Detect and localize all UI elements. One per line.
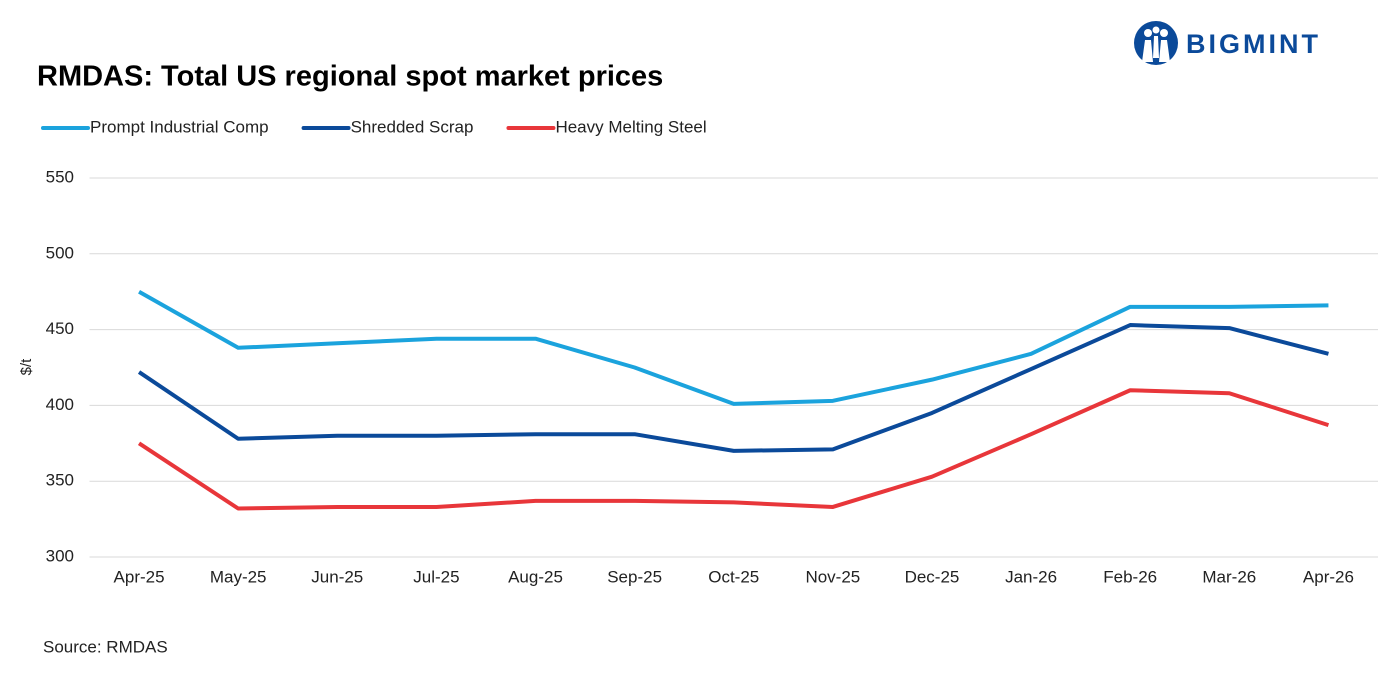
x-tick-label: May-25 bbox=[210, 567, 267, 586]
series-line bbox=[137, 388, 1330, 511]
x-tick-label: Aug-25 bbox=[508, 567, 563, 586]
x-tick-label: Oct-25 bbox=[708, 567, 759, 586]
chart-title: RMDAS: Total US regional spot market pri… bbox=[37, 61, 663, 93]
y-tick-label: 300 bbox=[46, 546, 74, 565]
logo-text: BIGMINT bbox=[1186, 29, 1321, 59]
series-line bbox=[137, 323, 1329, 453]
x-tick-label: Mar-26 bbox=[1202, 567, 1256, 586]
x-tick-label: Feb-26 bbox=[1103, 567, 1157, 586]
x-tick-label: Jul-25 bbox=[413, 567, 459, 586]
legend-label: Heavy Melting Steel bbox=[555, 117, 706, 136]
legend-label: Prompt Industrial Comp bbox=[90, 117, 269, 136]
x-tick-label: Jun-25 bbox=[311, 567, 363, 586]
y-tick-label: 500 bbox=[46, 243, 74, 262]
x-tick-label: Apr-26 bbox=[1303, 567, 1354, 586]
y-axis-label: $/t bbox=[18, 358, 35, 376]
y-tick-label: 550 bbox=[46, 167, 74, 186]
x-tick-label: Sep-25 bbox=[607, 567, 662, 586]
source-note: Source: RMDAS bbox=[43, 637, 168, 656]
y-tick-label: 350 bbox=[46, 471, 74, 490]
x-tick-label: Apr-25 bbox=[114, 567, 165, 586]
x-tick-label: Dec-25 bbox=[905, 567, 960, 586]
series-line bbox=[138, 289, 1329, 406]
logo-icon bbox=[1134, 21, 1178, 65]
y-tick-label: 400 bbox=[46, 395, 74, 414]
x-tick-label: Jan-26 bbox=[1005, 567, 1057, 586]
legend-label: Shredded Scrap bbox=[351, 117, 474, 136]
x-tick-label: Nov-25 bbox=[805, 567, 860, 586]
y-tick-label: 450 bbox=[46, 319, 74, 338]
